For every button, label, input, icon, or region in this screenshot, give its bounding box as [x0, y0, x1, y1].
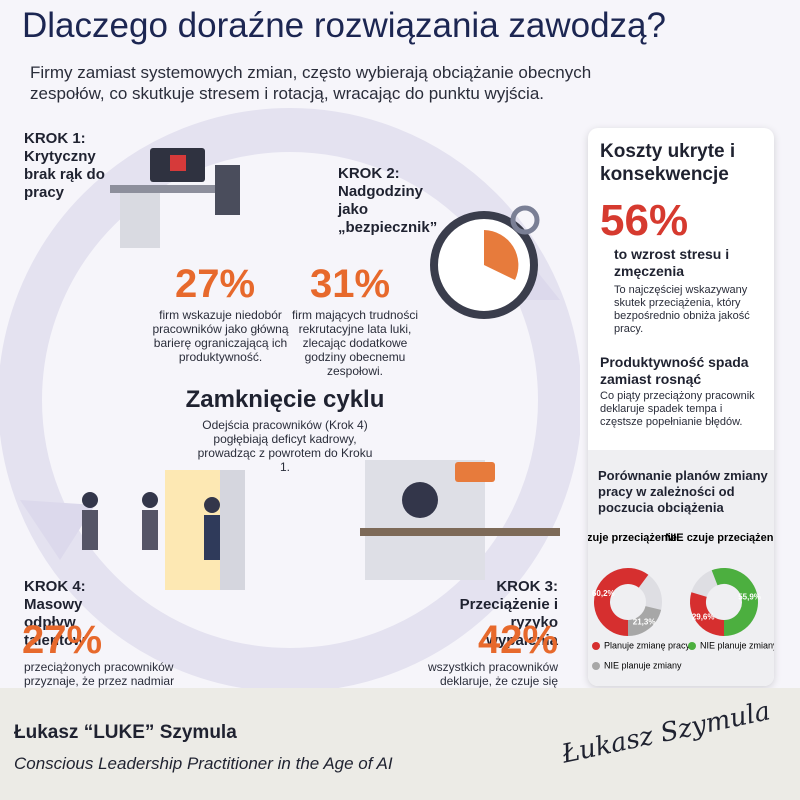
author-role: Conscious Leadership Practitioner in the…: [14, 754, 393, 773]
legend-label: Planuje zmianę pracy: [604, 640, 691, 650]
donut-segment: [690, 592, 725, 636]
subtitle: Firmy zamiast systemowych zmian, często …: [30, 63, 592, 103]
donut-title: NIE czuje przeciążenia: [665, 532, 774, 544]
donut-value-label: 55,9%: [738, 592, 761, 601]
step-title: Przeciążenie i ryzyko wypalenia: [459, 596, 558, 649]
legend-swatch: [592, 662, 600, 670]
step-value: 27%: [175, 262, 256, 306]
legend-label: NIE planuje zmiany: [700, 640, 774, 650]
step-label: KROK 1:: [24, 130, 86, 147]
step-label: KROK 4:: [24, 578, 86, 595]
step-value: 27%: [22, 618, 103, 662]
step-value: 31%: [310, 262, 391, 306]
donut-value-label: 21,3%: [633, 618, 656, 627]
title: Dlaczego doraźne rozwiązania zawodzą?: [22, 6, 666, 45]
signature: Łukasz Szymula: [559, 696, 773, 770]
legend-swatch: [688, 642, 696, 650]
step-text: firm mających trudności rekrutacyjne lat…: [291, 308, 419, 378]
donut-title: Czuje przeciążenie: [588, 532, 677, 544]
step-label: KROK 3:: [496, 578, 558, 595]
center-text: Odejścia pracowników (Krok 4) pogłębiają…: [197, 418, 373, 474]
sidebar-section-text: Co piąty przeciążony pracownik deklaruje…: [600, 390, 755, 428]
sidebar-lower: [588, 450, 774, 686]
step-title: Masowy odpływ talentów: [24, 596, 85, 649]
step-value: 42%: [477, 618, 558, 662]
step-text: firm wskazuje niedobór pracowników jako …: [152, 308, 289, 364]
cycle-decoration: [0, 108, 580, 690]
author-name: Łukasz “LUKE” Szymula: [14, 722, 237, 743]
center-title: Zamknięcie cyklu: [185, 386, 385, 413]
sidebar-stat-label: to wzrost stresu i zmęczenia: [614, 246, 730, 279]
legend-label: NIE planuje zmiany: [604, 660, 682, 670]
footer: Łukasz “LUKE” Szymula Conscious Leadersh…: [0, 688, 800, 800]
step-title: Krytyczny brak rąk do pracy: [24, 148, 105, 201]
donut-charts: Czuje przeciążenie 60,2% 21,3% Planuje zmia…: [588, 532, 774, 670]
donut-segment: [627, 605, 662, 636]
donut-segment: [594, 568, 649, 636]
sidebar-stat: 56%: [600, 196, 689, 245]
sidebar-title: Koszty ukryte i konsekwencje: [600, 141, 736, 185]
sidebar-section-title: Produktywność spada zamiast rosnąć: [600, 354, 749, 387]
sidebar: Koszty ukryte i konsekwencje 56% to wzro…: [588, 128, 774, 686]
donut-value-label: 60,2%: [592, 589, 615, 598]
step-title: Nadgodziny jako „bezpiecznik”: [338, 183, 438, 236]
donut-value-label: 29,6%: [692, 613, 715, 622]
step-label: KROK 2:: [338, 165, 400, 182]
legend-swatch: [592, 642, 600, 650]
sidebar-stat-text: To najczęściej wskazywany skutek przecią…: [614, 284, 750, 335]
donut-segment: [711, 568, 758, 636]
chart-title: Porównanie planów zmiany pracy w zależno…: [598, 468, 768, 515]
